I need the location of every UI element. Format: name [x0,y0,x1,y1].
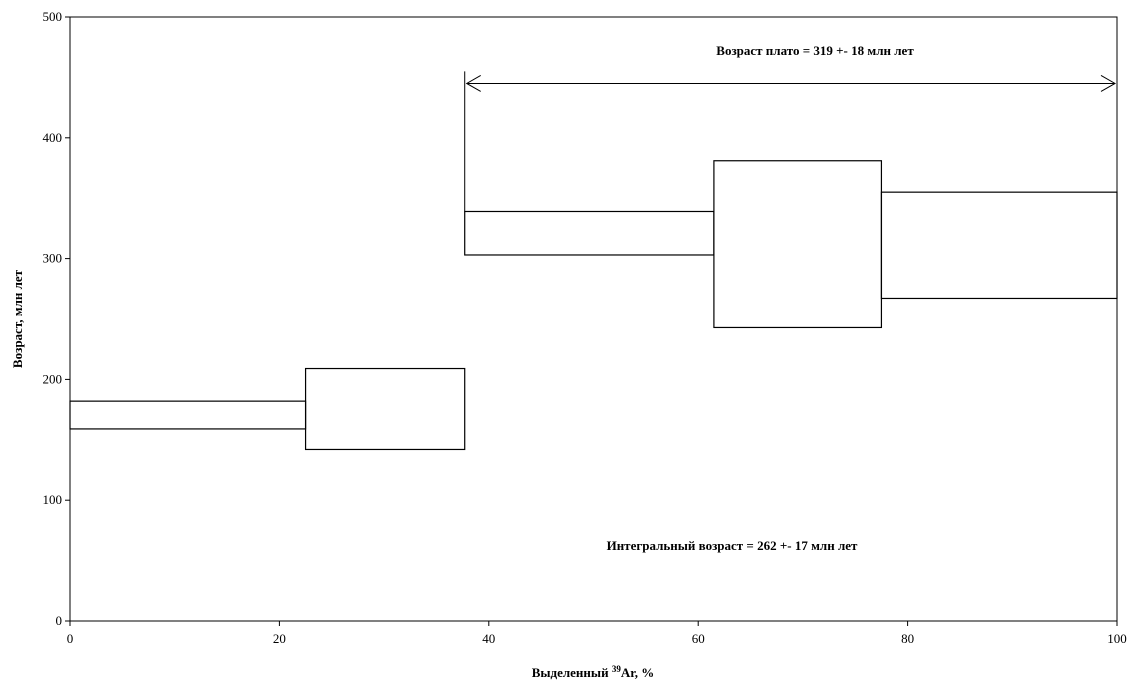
age-step [69,400,307,430]
x-axis-title-prefix: Выделенный [532,665,612,680]
y-tick-label: 100 [43,492,63,507]
x-tick-label: 100 [1107,631,1127,646]
x-tick-label: 80 [901,631,914,646]
age-step [464,210,715,256]
tick-labels: 0 20 40 60 80 100 0 100 200 300 400 500 [43,9,1127,646]
age-steps [69,160,1118,451]
y-tick-label: 0 [56,613,63,628]
age-step [713,160,883,329]
y-axis-title: Возраст, млн лет [10,269,25,368]
plateau-arrow-right-head [1100,75,1117,92]
x-tick-label: 60 [692,631,705,646]
x-tick-label: 20 [273,631,286,646]
age-step [304,367,466,451]
x-axis-title-suffix: Ar, % [621,665,654,680]
integral-age-label: Интегральный возраст = 262 +- 17 млн лет [607,538,858,553]
y-tick-label: 300 [43,251,63,266]
plot-frame [69,16,1118,622]
x-tick-label: 0 [67,631,74,646]
plateau-arrow-left-head [465,75,481,92]
plateau-age-label: Возраст плато = 319 +- 18 млн лет [716,43,914,58]
age-step [880,191,1118,300]
x-axis-title: Выделенный 39Ar, % [532,664,655,680]
x-tick-label: 40 [482,631,495,646]
y-tick-label: 400 [43,130,63,145]
y-tick-label: 200 [43,371,63,386]
x-axis-title-superscript: 39 [612,664,622,674]
plateau-annotation [464,71,1117,212]
axes [65,16,1118,626]
y-tick-label: 500 [43,9,63,24]
